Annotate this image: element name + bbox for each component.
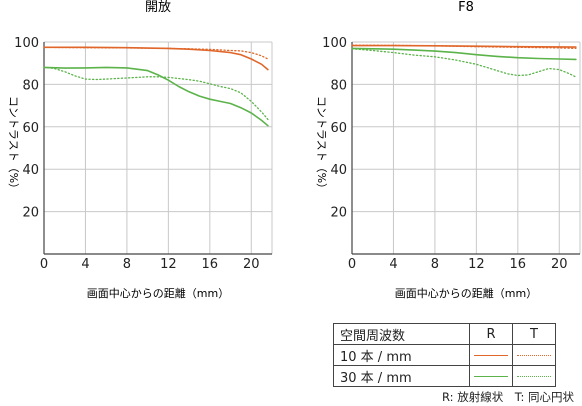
x-axis-label: 画面中心からの距離（mm） (395, 286, 537, 300)
legend-swatch-orange-solid (474, 354, 508, 356)
legend-swatch-cell (469, 365, 513, 387)
x-tick-label: 20 (243, 257, 260, 272)
x-tick-label: 8 (123, 257, 131, 272)
legend-swatch-green-solid (474, 375, 508, 377)
x-tick-label: 8 (431, 257, 439, 272)
legend-swatch-green-dotted (517, 375, 551, 377)
legend-label-10: 10 本 / mm (333, 344, 470, 366)
y-tick-label: 60 (22, 121, 39, 136)
y-tick-label: 60 (330, 121, 347, 136)
y-tick-label: 80 (330, 78, 347, 93)
series-line-1 (351, 44, 577, 48)
y-axis-title: コントラスト（%） (7, 96, 20, 194)
legend-row-30: 30 本 / mm (333, 365, 556, 387)
legend-swatch-cell (512, 344, 556, 366)
y-tick-label: 20 (22, 206, 39, 221)
x-tick-label: 16 (510, 257, 527, 272)
legend-swatch-cell (512, 365, 556, 387)
x-tick-label: 4 (81, 257, 89, 272)
y-tick-label: 20 (330, 206, 347, 221)
x-tick-label: 20 (551, 257, 568, 272)
x-axis-label: 画面中心からの距離（mm） (87, 286, 229, 300)
x-tick-label: 0 (40, 257, 48, 272)
y-axis-title: コントラスト（%） (315, 96, 328, 194)
chart-title: 開放 (145, 0, 171, 15)
x-tick-label: 12 (468, 257, 485, 272)
series-line-3 (351, 47, 577, 61)
y-tick-label: 40 (22, 163, 39, 178)
x-tick-label: 0 (348, 257, 356, 272)
legend-label-30: 30 本 / mm (333, 365, 470, 387)
legend-swatch-cell (469, 344, 513, 366)
caption-legend-note: R: 放射線状 T: 同心円状 (442, 390, 574, 404)
y-tick-label: 40 (330, 163, 347, 178)
series-line-4 (43, 66, 269, 121)
legend-table: 空間周波数 R T 10 本 / mm 30 本 / mm (333, 323, 556, 387)
chart-aperture-open: 開放 0 4 8 12 16 20 20 40 60 80 100 コントラスト（%） 画面中心から… (7, 0, 273, 300)
legend-header-r: R (469, 323, 513, 345)
legend-swatch-orange-dotted (517, 354, 551, 356)
legend-header-row: 空間周波数 R T (333, 323, 556, 345)
legend-row-10: 10 本 / mm (333, 344, 556, 366)
legend-header-t: T (512, 323, 556, 345)
series-line-3 (43, 66, 269, 127)
series-line-2 (43, 46, 269, 60)
y-axis-label: コントラスト（%） (7, 96, 20, 194)
chart-title: F8 (458, 0, 474, 15)
legend-header-frequency: 空間周波数 (333, 323, 470, 345)
chart-aperture-f8: F8 0 4 8 12 16 20 20 40 60 80 100 コントラスト（%） 画面中心から… (315, 0, 581, 300)
y-tick-label: 80 (22, 78, 39, 93)
y-axis-label: コントラスト（%） (315, 96, 328, 194)
y-tick-label: 100 (14, 36, 39, 51)
x-tick-label: 4 (389, 257, 397, 272)
x-tick-label: 12 (160, 257, 177, 272)
y-tick-label: 100 (322, 36, 347, 51)
series-line-4 (351, 48, 577, 78)
x-tick-label: 16 (202, 257, 219, 272)
